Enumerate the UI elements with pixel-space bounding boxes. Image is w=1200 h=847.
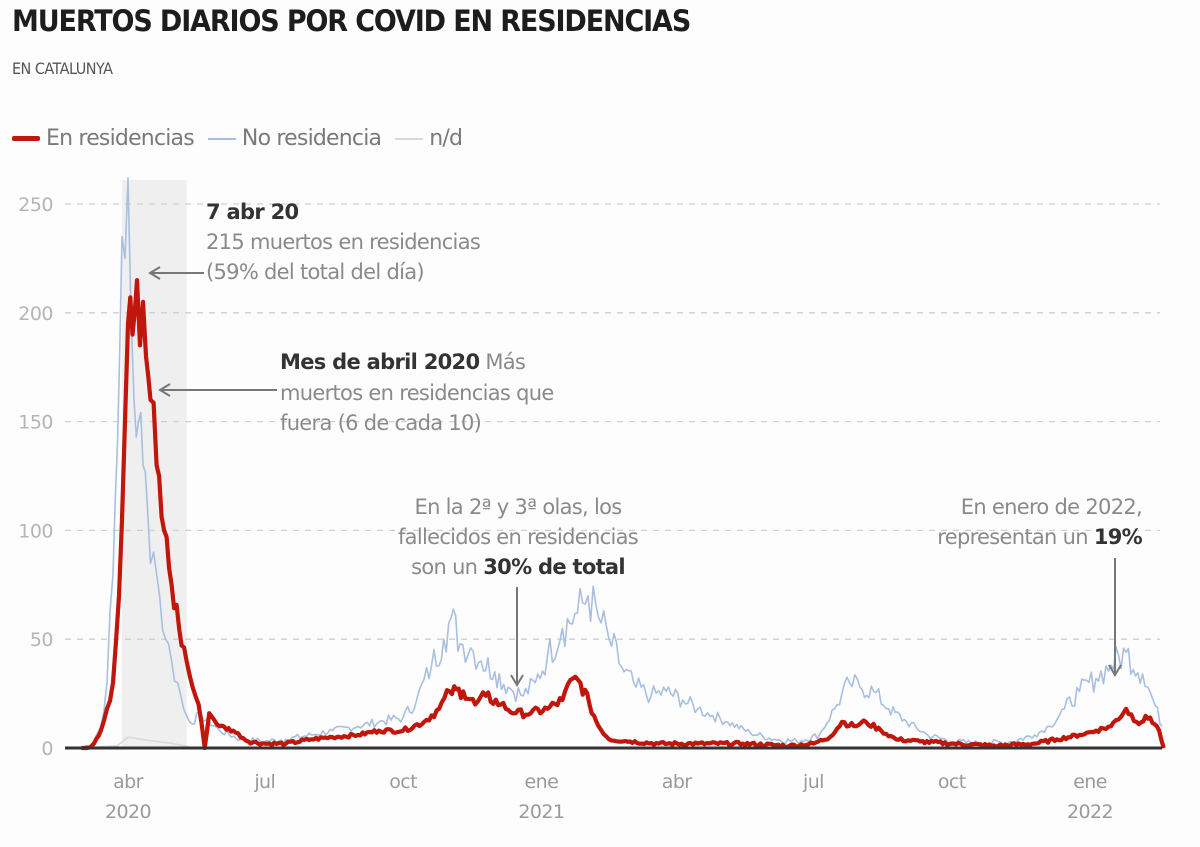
x-tick-year-label: 2020 (105, 801, 151, 823)
highlight-band-april-2020 (121, 180, 187, 748)
x-tick-label: jul (802, 771, 824, 793)
annotation-waves-line1: En la 2ª y 3ª olas, los (415, 495, 622, 519)
annotation-jan-bold: 19% (1094, 525, 1143, 549)
x-tick-label: abr (662, 771, 693, 793)
annotation-april-text1: Más (479, 350, 525, 374)
y-tick-label: 150 (18, 412, 53, 434)
annotation-waves: En la 2ª y 3ª olas, los fallecidos en re… (398, 495, 639, 687)
legend-label-residencias: En residencias (46, 126, 195, 151)
annotation-april-arrowhead (158, 383, 171, 397)
annotation-peak-line2: (59% del total del día) (206, 260, 424, 284)
annotation-waves-arrowhead (510, 674, 524, 687)
annotation-peak: 7 abr 20 215 muertos en residencias (59%… (148, 200, 481, 284)
y-tick-label: 200 (18, 303, 53, 325)
legend-item-no-residencia[interactable]: No residencia (207, 126, 382, 151)
chart-subtitle: EN CATALUNYA (12, 59, 113, 78)
x-tick-label: oct (938, 771, 966, 793)
annotation-waves-line2: fallecidos en residencias (398, 525, 638, 549)
annotation-april: Mes de abril 2020 Más muertos en residen… (158, 350, 554, 435)
annotation-jan-line1: En enero de 2022, (961, 495, 1142, 519)
legend-label-nd: n/d (429, 126, 463, 151)
x-tick-label: abr (113, 771, 144, 793)
annotation-peak-line1: 215 muertos en residencias (206, 230, 480, 254)
annotation-april-line1: Mes de abril 2020 Más (280, 350, 525, 374)
annotation-april-line3: fuera (6 de cada 10) (280, 411, 481, 435)
annotation-jan-line2: representan un 19% (937, 525, 1142, 549)
annotation-waves-pre: son un (411, 555, 483, 579)
x-tick-label: oct (389, 771, 417, 793)
annotation-peak-arrowhead (148, 266, 161, 280)
annotation-jan-pre: representan un (937, 525, 1094, 549)
y-tick-label: 50 (30, 629, 53, 651)
annotation-april-bold: Mes de abril 2020 (280, 350, 479, 374)
legend-item-residencias[interactable]: En residencias (12, 126, 195, 151)
x-tick-label: ene (1073, 771, 1107, 793)
series-line-en-residencias (81, 278, 1166, 751)
legend-swatch-no-residencia (207, 137, 236, 140)
legend-swatch-residencias (12, 136, 40, 141)
annotation-waves-line3: son un 30% de total (411, 555, 625, 579)
x-tick-year-label: 2021 (518, 801, 564, 823)
annotation-peak-title: 7 abr 20 (206, 200, 299, 224)
x-tick-year-label: 2022 (1067, 801, 1113, 823)
annotation-april-line2: muertos en residencias que (280, 381, 554, 405)
annotation-jan2022: En enero de 2022, representan un 19% (937, 495, 1143, 677)
y-tick-label: 100 (18, 520, 53, 542)
legend-swatch-nd (395, 137, 424, 140)
chart-title: MUERTOS DIARIOS POR COVID EN RESIDENCIAS (12, 4, 691, 38)
legend-item-nd[interactable]: n/d (395, 126, 463, 151)
legend-label-no-residencia: No residencia (241, 126, 382, 151)
annotation-waves-bold: 30% de total (483, 555, 625, 579)
y-tick-label: 0 (41, 738, 53, 760)
annotation-jan-arrowhead (1108, 664, 1122, 677)
x-tick-label: ene (525, 771, 559, 793)
legend: En residencias No residencia n/d (12, 126, 476, 151)
y-tick-label: 250 (18, 194, 53, 216)
x-tick-label: jul (253, 771, 275, 793)
